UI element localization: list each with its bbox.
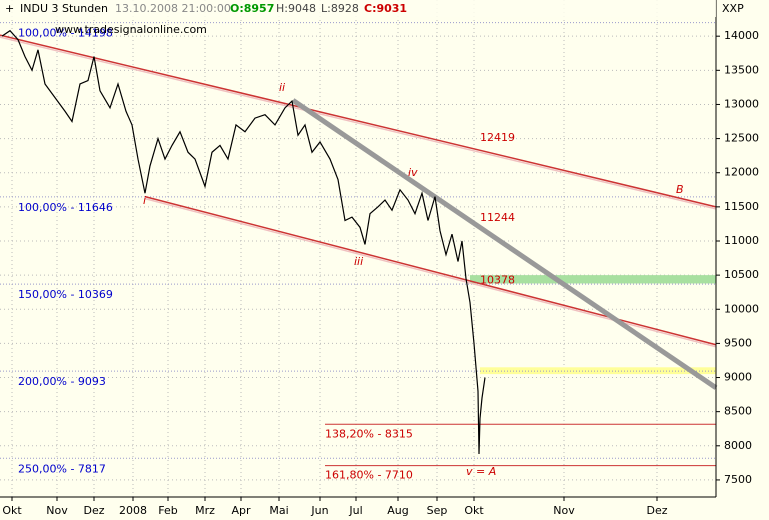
x-tick-label: Mrz <box>195 504 215 517</box>
y-tick-label: 11500 <box>724 200 759 213</box>
x-tick-label: 2008 <box>119 504 147 517</box>
x-tick-label: Jun <box>310 504 328 517</box>
fib-label: 250,00% - 7817 <box>18 462 106 475</box>
wave-label: B <box>676 183 684 196</box>
y-tick-label: 13500 <box>724 63 759 76</box>
x-tick-label: Sep <box>427 504 448 517</box>
fib-label: 200,00% - 9093 <box>18 375 106 388</box>
high: H:9048 <box>276 2 316 15</box>
x-tick-label: Jul <box>348 504 362 517</box>
x-tick-label: Aug <box>387 504 408 517</box>
y-tick-label: 10000 <box>724 302 759 315</box>
fib-label: 100,00% - 11646 <box>18 201 113 214</box>
price-label: 11244 <box>480 211 515 224</box>
target-label: 161,80% - 7710 <box>325 469 413 482</box>
y-tick-label: 12000 <box>724 166 759 179</box>
x-tick-label: Nov <box>46 504 68 517</box>
x-tick-label: Okt <box>464 504 484 517</box>
price-line <box>1 29 486 455</box>
header-bar <box>0 0 716 17</box>
trendline <box>144 195 717 346</box>
cross-icon: + <box>5 2 14 15</box>
band <box>470 275 716 284</box>
wave-label: iv <box>408 166 418 179</box>
wave-label: v = A <box>466 465 496 478</box>
corner-label: XXP <box>722 2 744 15</box>
trendline-edge <box>0 36 717 210</box>
fib-label: 150,00% - 10369 <box>18 288 113 301</box>
y-tick-label: 11000 <box>724 234 759 247</box>
open: O:8957 <box>230 2 274 15</box>
fib-label: 100,00% - 14198 <box>18 27 113 40</box>
y-tick-label: 10500 <box>724 268 759 281</box>
x-tick-label: Okt <box>2 504 22 517</box>
wave-label: i <box>143 194 146 207</box>
y-tick-label: 14000 <box>724 29 759 42</box>
y-tick-label: 13000 <box>724 97 759 110</box>
trendline <box>291 98 718 390</box>
x-tick-label: Feb <box>158 504 177 517</box>
x-tick-label: Dez <box>83 504 104 517</box>
trendline <box>0 34 717 208</box>
y-tick-label: 7500 <box>724 473 752 486</box>
x-tick-label: Mai <box>269 504 288 517</box>
symbol: INDU 3 Stunden <box>20 2 108 15</box>
source: www.tradesignalonline.com <box>55 23 207 36</box>
y-tick-label: 9000 <box>724 371 752 384</box>
target-label: 138,20% - 8315 <box>325 427 413 440</box>
y-tick-label: 8000 <box>724 439 752 452</box>
y-tick-label: 12500 <box>724 132 759 145</box>
close: C:9031 <box>364 2 407 15</box>
x-tick-label: Nov <box>553 504 575 517</box>
price-label: 12419 <box>480 131 515 144</box>
y-tick-label: 9500 <box>724 336 752 349</box>
low: L:8928 <box>321 2 359 15</box>
x-tick-label: Apr <box>231 504 251 517</box>
datetime: 13.10.2008 21:00:00 <box>115 2 231 15</box>
wave-label: ii <box>279 81 285 94</box>
x-tick-label: Dez <box>646 504 667 517</box>
band-label: 10378 <box>480 273 515 286</box>
y-tick-label: 8500 <box>724 405 752 418</box>
wave-label: iii <box>354 255 363 268</box>
